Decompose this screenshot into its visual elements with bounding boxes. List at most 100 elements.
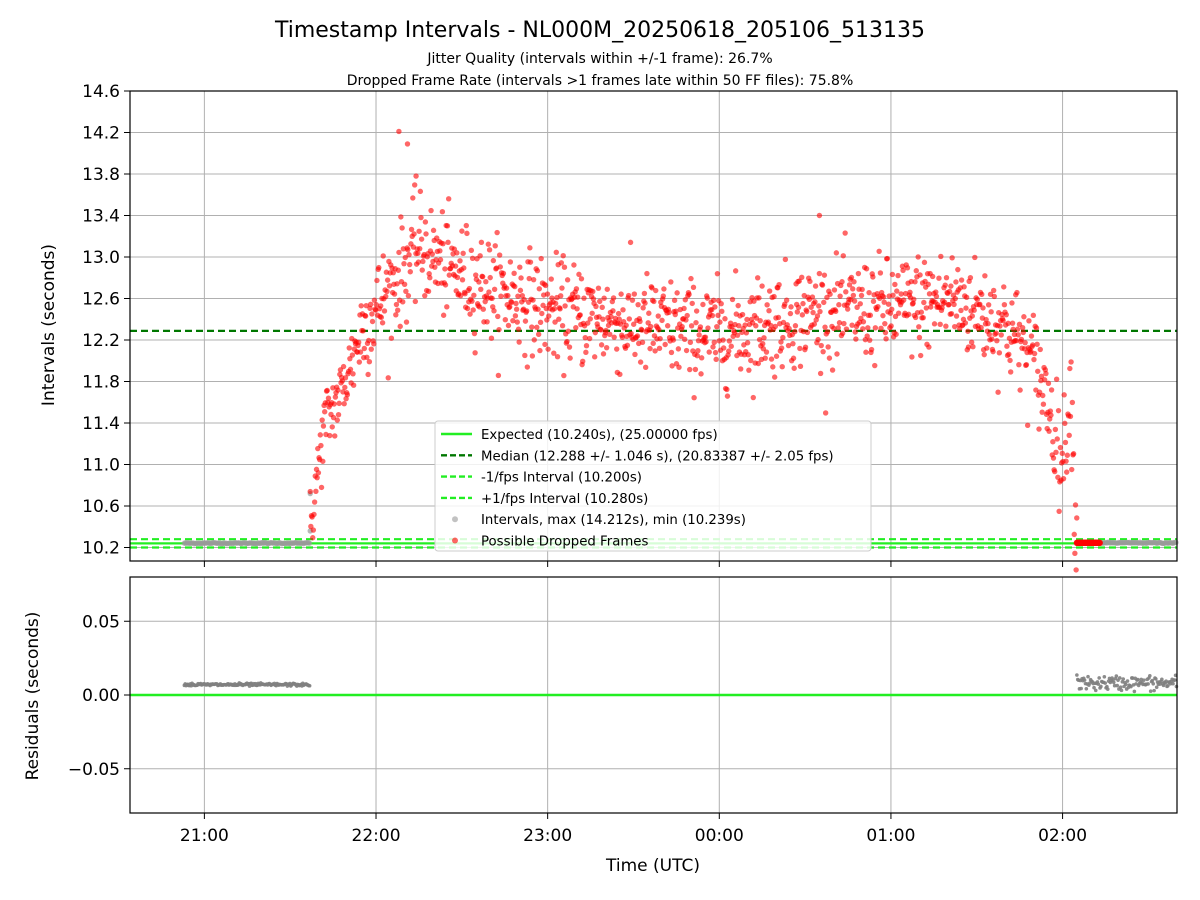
dropped-frame-point [544,291,551,297]
dropped-frame-point [404,141,411,147]
residual-point [1119,688,1124,693]
dropped-frame-point [585,320,591,326]
dropped-frame-point [895,310,902,316]
dropped-frame-point [863,349,869,355]
dropped-frame-point [366,359,373,365]
dropped-frame-point [599,304,605,310]
dropped-frame-point [985,302,992,308]
dropped-frame-point [552,319,558,325]
residual-point [1150,678,1155,683]
dropped-frame-point [646,310,652,316]
dropped-frame-point [867,312,874,318]
bottom-axis: 0.05 0.00 −0.05 21:00 22:00 23:00 00:00 01:00 02… [68,576,1178,846]
dropped-frame-point [778,339,784,345]
dropped-frame-point [756,336,763,343]
dropped-frame-point [529,353,536,359]
dropped-frame-point [325,395,332,401]
dropped-frame-point [400,299,406,305]
residual-point [1130,676,1135,680]
dropped-frame-point [641,290,648,297]
dropped-frame-point [859,286,865,293]
dropped-frame-point [556,316,562,322]
dropped-frame-point [517,287,524,294]
dropped-frame-point [522,318,529,324]
dropped-frame-point [951,301,957,308]
dropped-frame-point [319,417,325,423]
dropped-frame-point [486,247,493,253]
dropped-frame-point [427,274,433,281]
dropped-frame-point [437,257,444,263]
dropped-frame-point [766,288,773,294]
dropped-frame-point [574,294,581,300]
dropped-frame-point [726,348,732,354]
residual-point [1096,682,1101,686]
dropped-frame-point [430,227,437,234]
dropped-frame-point [471,292,477,298]
top-ytick-label: 10.2 [82,539,120,559]
dropped-frame-point [527,245,533,251]
dropped-frame-point [496,252,503,258]
dropped-frame-point [831,325,837,332]
dropped-frame-point [669,363,675,369]
dropped-frame-point [978,324,984,331]
dropped-frame-point [980,305,986,311]
dropped-frame-point [592,329,599,336]
dropped-frame-point [1007,369,1014,375]
dropped-frame-point [454,274,461,281]
dropped-frame-point [996,350,1003,356]
dropped-frame-point [413,173,419,179]
dropped-frame-point [386,283,393,289]
dropped-frame-point [687,366,693,373]
dropped-frame-point [418,214,424,221]
dropped-frame-point [473,272,479,278]
dropped-frame-point [906,311,912,318]
dropped-frame-point [366,337,372,344]
dropped-frame-point [969,313,975,319]
dropped-frame-point [989,336,995,342]
dropped-frame-point [1068,359,1074,365]
dropped-frame-point [700,301,706,308]
residual-point [1151,682,1156,686]
dropped-frame-point [911,296,917,303]
dropped-frame-point [971,307,977,313]
dropped-frame-point [788,304,794,310]
dropped-frame-point [478,239,485,245]
dropped-frame-point [970,343,976,350]
dropped-frame-point [507,259,514,265]
dropped-frame-point [1014,326,1021,332]
dropped-frame-point [332,394,339,400]
dropped-frame-point [928,304,934,310]
dropped-frame-point [311,511,317,518]
dropped-frame-point [1054,436,1060,442]
dropped-frame-point [418,236,425,242]
dropped-frame-point [554,354,561,360]
dropped-frame-point [398,214,404,220]
dropped-frame-point [1023,361,1030,368]
dropped-frame-point [746,367,752,373]
dropped-frame-point [724,393,731,399]
dropped-frame-point [848,274,855,281]
residual-point [1102,675,1107,679]
dropped-frame-point [391,291,398,297]
dropped-frame-point [933,289,939,295]
dropped-frame-point [1053,376,1060,382]
dropped-frame-point [1016,362,1022,368]
dropped-frame-point [425,288,432,295]
dropped-frame-point [875,303,881,310]
dropped-frame-point [586,335,593,342]
residual-point [1086,674,1090,679]
dropped-frame-point [629,297,636,303]
bottom-ytick-label: 0.05 [82,612,120,632]
dropped-frame-point [979,291,985,298]
legend-swatch-dot [452,537,458,544]
dropped-frame-point [553,249,559,256]
dropped-frame-point [505,322,512,329]
dropped-frame-point [687,339,694,346]
interval-point [1173,539,1179,546]
dropped-frame-point [477,253,483,259]
dropped-frame-point [787,310,794,317]
dropped-frame-point [754,275,761,281]
dropped-frame-point [833,250,840,256]
residual-point [1152,688,1156,693]
dropped-frame-point [336,400,342,407]
